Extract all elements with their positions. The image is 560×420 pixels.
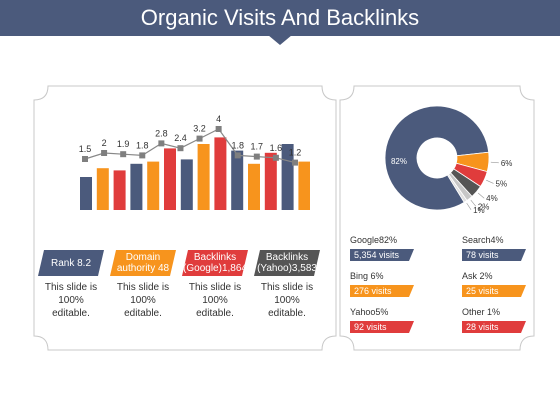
- bar: [231, 150, 244, 210]
- stat-item: Bing 6% 276 visits: [350, 270, 414, 297]
- bar: [214, 137, 227, 210]
- stat-value: 276 visits: [350, 285, 414, 297]
- slice-label: 6%: [501, 159, 513, 168]
- bar: [113, 170, 126, 210]
- metric-card-text: This slide is 100% editable.: [188, 282, 242, 319]
- slice-leader: [470, 199, 477, 207]
- slice-leader: [477, 192, 485, 199]
- stat-item: Search4% 78 visits: [462, 234, 526, 261]
- stat-value: 78 visits: [462, 249, 526, 261]
- point-label: 1.8: [231, 140, 244, 150]
- slice-label: 2%: [478, 202, 490, 211]
- stat-value: 25 visits: [462, 285, 526, 297]
- line-point: [253, 153, 260, 160]
- slice-leader: [466, 202, 472, 210]
- stat-name: Yahoo5%: [350, 307, 389, 317]
- slice-leader: [490, 161, 499, 164]
- slice-label: 4%: [486, 194, 498, 203]
- stat-value: 92 visits: [350, 321, 414, 333]
- stat-name: Bing 6%: [350, 271, 384, 281]
- line-point: [196, 135, 203, 142]
- slice-leader: [486, 179, 494, 184]
- bar: [298, 161, 310, 210]
- point-label: 1.5: [79, 144, 92, 154]
- metric-card-label: Rank 8.2: [38, 250, 104, 276]
- stat-name: Other 1%: [462, 307, 501, 317]
- stat-value: 5,354 visits: [350, 249, 414, 261]
- labels-layer: 1.5 2 1.9 1.8 2.8 2.4 3.2 4 1.8 1.7 1.6 1.2: [79, 115, 302, 158]
- combo-chart: 1.5 2 1.9 1.8 2.8 2.4 3.2 4 1.8 1.7 1.6 1.2: [79, 115, 310, 210]
- slice-label: 82%: [391, 157, 407, 166]
- stat-item: Google82% 5,354 visits: [350, 234, 414, 261]
- point-label: 2.8: [155, 128, 168, 138]
- page-title: Organic Visits And Backlinks: [140, 5, 420, 30]
- line-point: [101, 150, 108, 156]
- bar: [248, 163, 260, 210]
- point-label: 1.2: [289, 148, 302, 158]
- series-line: [84, 128, 296, 164]
- bar: [130, 163, 143, 210]
- metric-card-text: This slide is 100% editable.: [116, 282, 170, 319]
- metric-card-text: This slide is 100% editable.: [260, 282, 314, 319]
- line-point: [215, 126, 222, 132]
- metric-card: Rank 8.2 This slide is 100% editable.: [38, 250, 104, 320]
- metric-card-label: Backlinks (Yahoo)3,583: [254, 250, 320, 276]
- stat-name: Google82%: [350, 235, 398, 245]
- metric-card-text: This slide is 100% editable.: [44, 282, 98, 319]
- point-label: 2: [102, 138, 107, 148]
- point-label: 3.2: [193, 124, 206, 134]
- bar: [164, 148, 176, 210]
- point-label: 1.6: [270, 143, 283, 153]
- stat-value: 28 visits: [462, 321, 526, 333]
- donut-slice: [446, 173, 468, 203]
- line-point: [82, 156, 88, 162]
- stat-name: Ask 2%: [462, 271, 493, 281]
- bar: [197, 144, 210, 210]
- slice-label: 1%: [473, 206, 485, 215]
- metric-card: Backlinks (Yahoo)3,583 This slide is 100…: [254, 250, 320, 320]
- bar: [96, 168, 109, 210]
- slice-label: 5%: [496, 179, 508, 188]
- point-label: 1.8: [136, 140, 149, 150]
- donut-slice: [384, 105, 490, 211]
- left-panel-frame: [33, 85, 337, 351]
- bar: [264, 152, 277, 210]
- donut-chart: 82% 6% 5% 4%2%1%: [384, 105, 512, 215]
- metric-card-label: Backlinks (Google)1,864: [183, 252, 247, 274]
- metric-card: Backlinks (Google)1,864 This slide is 10…: [182, 250, 248, 320]
- pie-layer: [384, 105, 490, 211]
- title-banner: Organic Visits And Backlinks: [0, 0, 560, 36]
- bar: [80, 177, 92, 210]
- point-label: 4: [216, 115, 221, 124]
- line-point: [292, 159, 298, 166]
- stat-item: Yahoo5% 92 visits: [350, 306, 414, 333]
- line-point: [234, 152, 241, 159]
- line-point: [120, 151, 127, 158]
- point-label: 1.9: [117, 139, 130, 149]
- title-notch: [268, 35, 292, 45]
- stat-name: Search4%: [462, 235, 504, 245]
- right-panel-frame: [339, 85, 535, 351]
- stat-item: Ask 2% 25 visits: [462, 270, 526, 297]
- stat-item: Other 1% 28 visits: [462, 306, 526, 333]
- line-layer: [82, 126, 298, 166]
- point-label: 1.7: [251, 142, 264, 152]
- line-point: [139, 152, 146, 159]
- line-point: [177, 145, 184, 152]
- line-point: [272, 154, 279, 161]
- line-point: [158, 140, 165, 147]
- metric-card: Domain authority 48 This slide is 100% e…: [110, 250, 176, 320]
- bar: [180, 159, 193, 210]
- bar: [147, 161, 160, 210]
- metric-card-label: Domain authority 48: [110, 250, 176, 276]
- pie-labels: 82% 6% 5% 4%2%1%: [391, 157, 512, 215]
- point-label: 2.4: [174, 133, 187, 143]
